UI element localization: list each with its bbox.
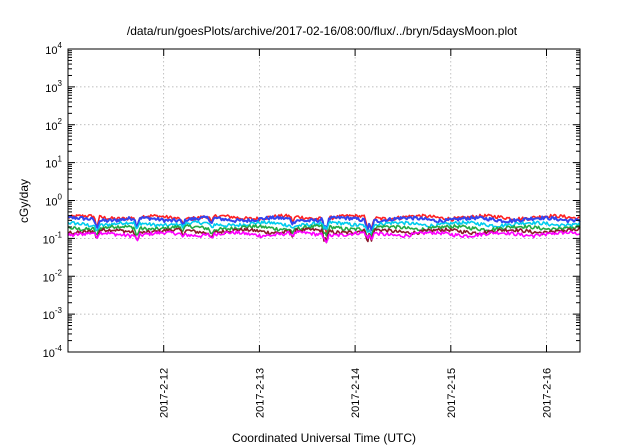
y-axis-label: cGy/day xyxy=(17,179,31,223)
plot-frame xyxy=(67,48,581,353)
series-line xyxy=(67,227,581,244)
y-tick-label: 104 xyxy=(45,41,62,57)
axis-ticks: 10-4 10-3 10-2 10-1 100 101 102 103 104 2017-2-12… xyxy=(43,41,580,418)
y-tick-label: 10-4 xyxy=(43,344,63,360)
series-line xyxy=(67,220,581,237)
series-line xyxy=(67,224,581,239)
y-tick-label: 101 xyxy=(45,155,62,171)
x-axis-label: Coordinated Universal Time (UTC) xyxy=(232,431,416,445)
series-line xyxy=(67,230,581,244)
y-tick-label: 10-3 xyxy=(43,306,63,322)
x-tick-label: 2017-2-14 xyxy=(350,368,362,418)
y-tick-label: 10-1 xyxy=(43,230,63,246)
x-tick-label: 2017-2-12 xyxy=(159,368,171,418)
x-tick-label: 2017-2-16 xyxy=(542,368,554,418)
chart-title: /data/run/goesPlots/archive/2017-02-16/0… xyxy=(127,24,518,38)
y-tick-label: 100 xyxy=(45,193,62,209)
y-tick-label: 10-2 xyxy=(43,268,63,284)
x-tick-label: 2017-2-13 xyxy=(254,368,266,418)
plot-series xyxy=(67,213,581,244)
x-tick-label: 2017-2-15 xyxy=(446,368,458,418)
y-tick-label: 102 xyxy=(45,117,62,133)
grid xyxy=(68,49,580,352)
y-tick-label: 103 xyxy=(45,79,62,95)
